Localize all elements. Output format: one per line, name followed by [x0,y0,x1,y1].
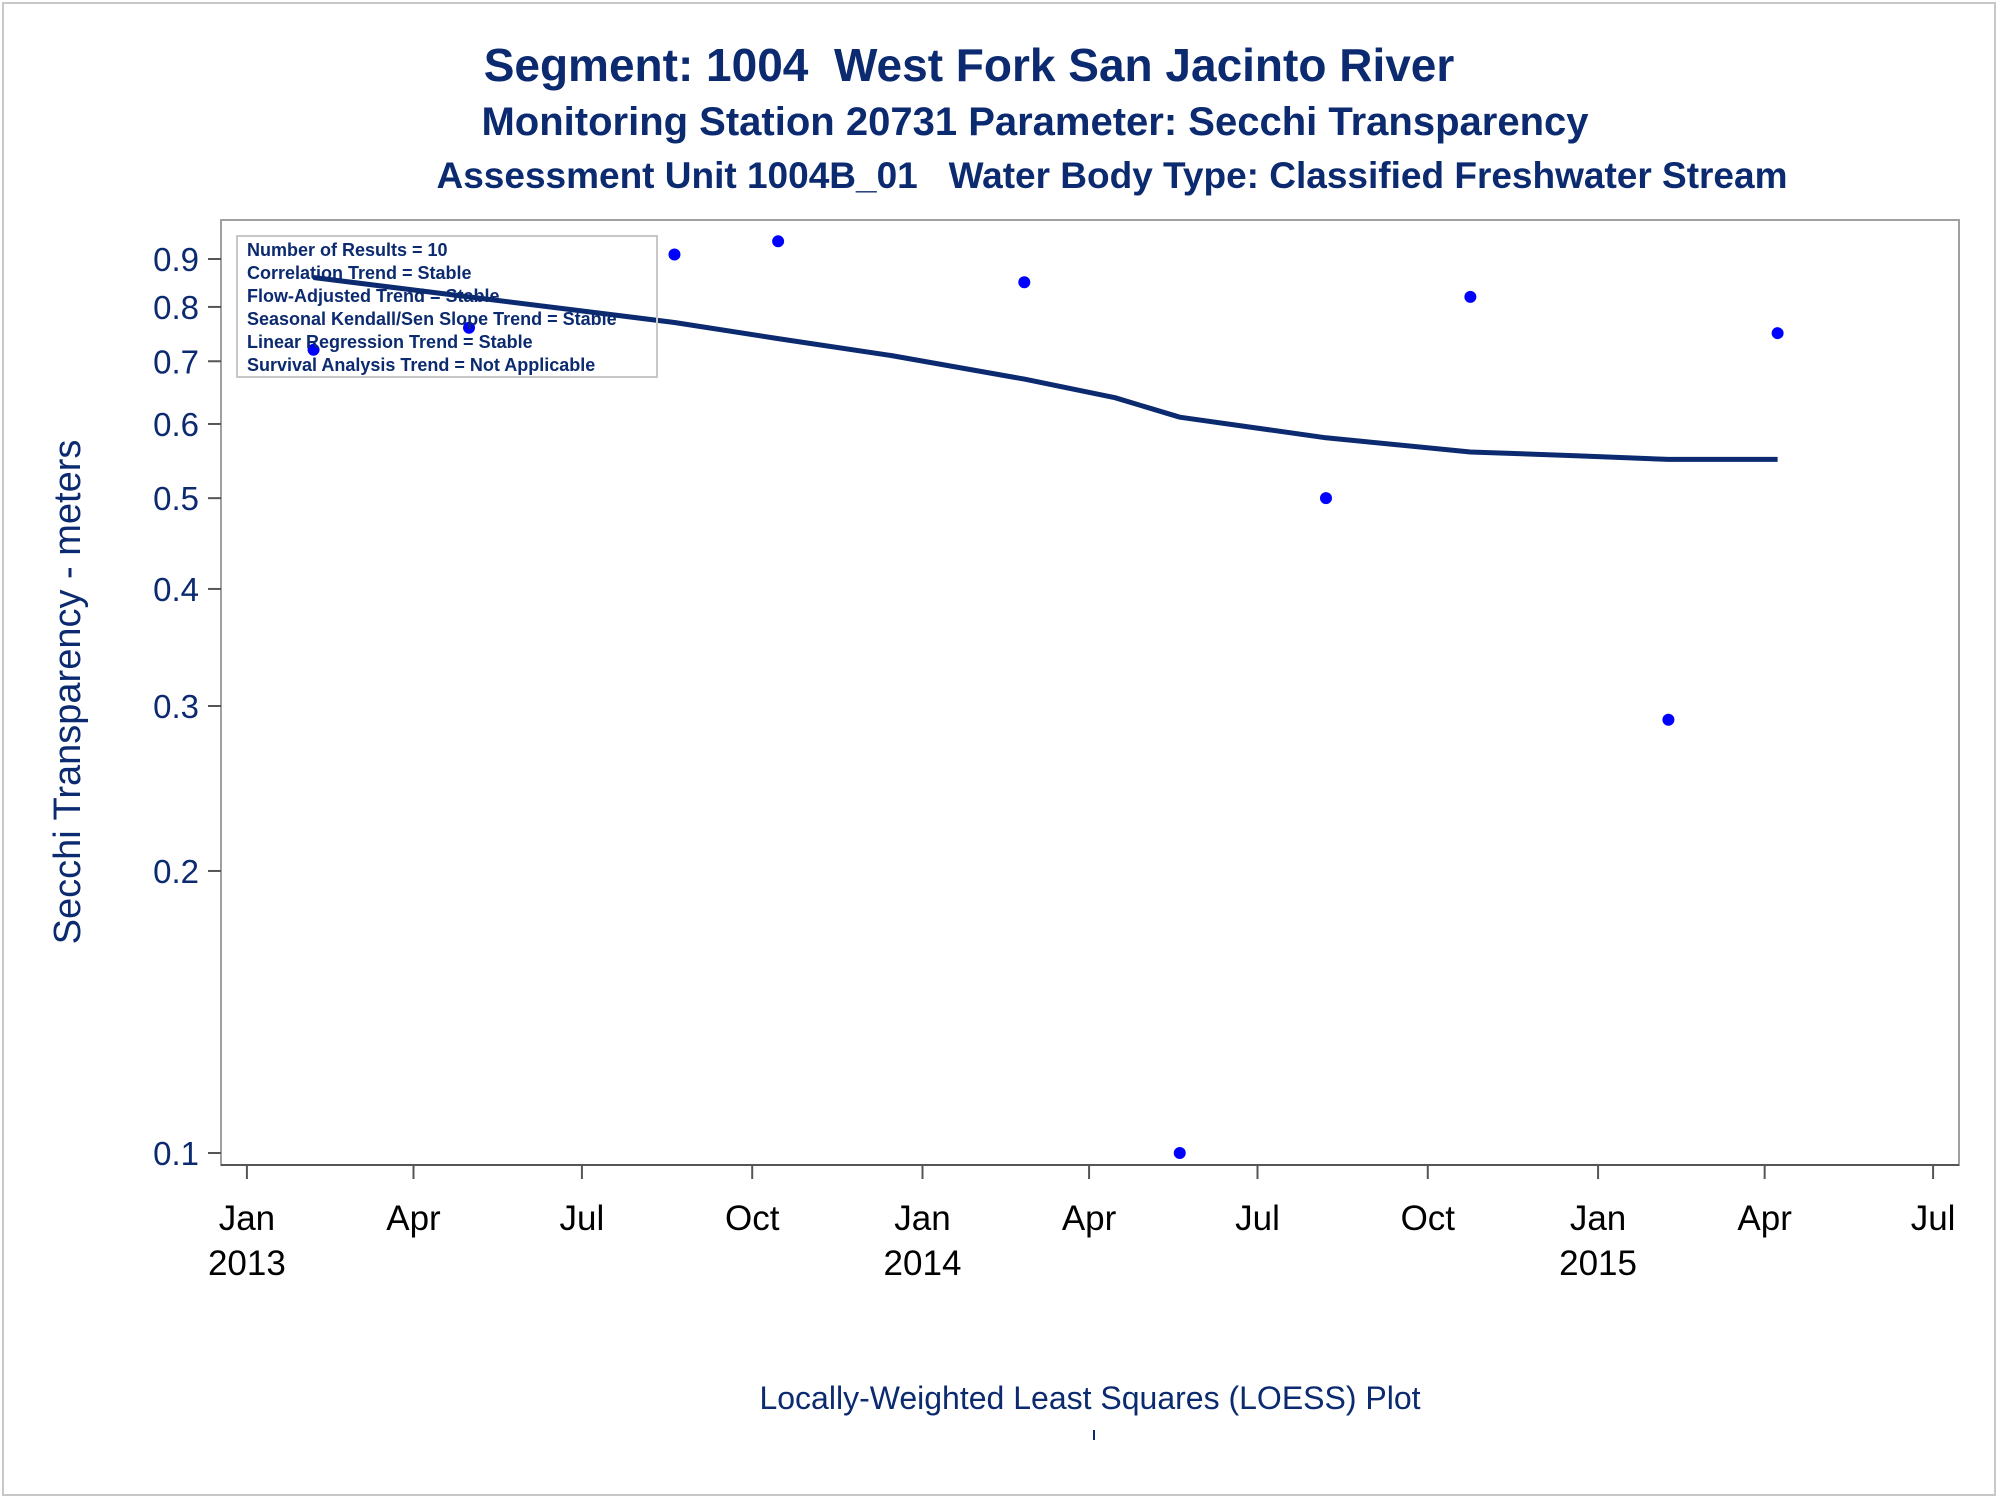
y-tick-label-2: 0.3 [153,688,199,725]
x-tick-label-1: Apr [386,1199,441,1238]
loess-curve [313,275,1778,462]
chart-subtitle-assessment: Assessment Unit 1004B_01 Water Body Type… [436,155,1788,196]
y-tick-label-0: 0.1 [153,1135,199,1172]
x-tick-year-4: 2014 [884,1244,962,1283]
x-axis: Jan 2013 Apr Jul Oct Jan 2014 Apr Jul Oct Jan 2015 A… [208,1164,1959,1283]
x-tick-label-8: Jan [1570,1199,1626,1238]
y-tick-label-4: 0.5 [153,480,199,517]
x-tick-label-3: Oct [725,1199,780,1238]
data-point-6 [1319,492,1332,505]
info-line-survival-analysis: Survival Analysis Trend = Not Applicable [247,355,595,375]
y-tick-label-1: 0.2 [153,853,199,890]
info-line-seasonal-kendall: Seasonal Kendall/Sen Slope Trend = Stabl… [247,309,617,329]
data-point-5 [1173,1147,1186,1159]
y-tick-label-5: 0.6 [153,406,199,443]
data-point-9 [1771,327,1784,340]
x-tick-label-5: Apr [1062,1199,1117,1238]
info-line-flow-adjusted: Flow-Adjusted Trend = Stable [247,286,500,306]
data-point-3 [772,235,785,248]
chart-title: Segment: 1004 West Fork San Jacinto Rive… [483,39,1455,91]
x-tick-label-7: Oct [1401,1199,1456,1238]
loess-layer [313,275,1778,462]
y-axis-label: Secchi Transparency - meters [47,440,89,945]
x-tick-label-4: Jan [894,1199,950,1238]
x-tick-label-6: Jul [1235,1199,1280,1238]
data-point-7 [1464,290,1477,303]
trend-info-box: Number of Results = 10 Correlation Trend… [236,235,658,378]
info-line-results: Number of Results = 10 [247,240,448,260]
footnote-mark [1093,1430,1095,1440]
x-tick-label-0: Jan [219,1199,275,1238]
y-tick-label-3: 0.4 [153,571,199,608]
y-tick-label-8: 0.9 [153,241,199,278]
x-tick-year-0: 2013 [208,1244,286,1283]
y-axis: 0.1 0.2 0.3 0.4 0.5 0.6 0.7 0.8 0.9 [153,241,221,1172]
x-tick-label-9: Apr [1737,1199,1792,1238]
info-line-correlation: Correlation Trend = Stable [247,263,472,283]
x-tick-label-2: Jul [560,1199,605,1238]
x-tick-year-8: 2015 [1559,1244,1637,1283]
info-line-linear-regression: Linear Regression Trend = Stable [247,332,533,352]
data-point-4 [1018,276,1031,289]
y-tick-label-7: 0.8 [153,289,199,326]
data-point-8 [1662,713,1675,726]
chart-subtitle-station: Monitoring Station 20731 Parameter: Secc… [481,100,1589,144]
data-point-0 [307,343,320,356]
data-point-1 [463,321,476,334]
data-point-2 [668,248,681,261]
points-layer [307,235,1784,1159]
info-box-border [236,235,658,378]
chart-footnote: Locally-Weighted Least Squares (LOESS) P… [759,1380,1421,1416]
x-tick-label-10: Jul [1911,1199,1956,1238]
y-tick-label-6: 0.7 [153,343,199,380]
